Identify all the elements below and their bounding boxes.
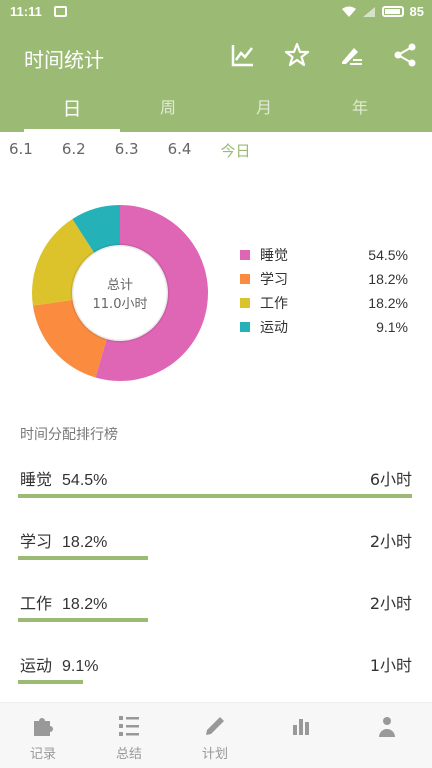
legend-label: 学习	[260, 272, 288, 288]
legend-swatch	[240, 322, 250, 332]
ranking-name: 睡觉 54.5%	[20, 470, 108, 489]
ranking-row[interactable]: 工作 18.2% 2小时	[0, 590, 432, 652]
star-icon[interactable]	[284, 42, 310, 68]
total-label: 总计	[107, 278, 133, 293]
total-value: 11.0小时	[93, 297, 148, 312]
battery-level: 85	[409, 4, 424, 19]
legend-swatch	[240, 250, 250, 260]
ranking-row[interactable]: 学习 18.2% 2小时	[0, 528, 432, 590]
status-bar: 11:11 85	[0, 0, 432, 24]
trend-icon[interactable]	[230, 42, 256, 68]
legend-item: 运动 9.1%	[240, 315, 408, 339]
date-item[interactable]: 6.4	[167, 140, 192, 158]
time-distribution-chart: 总计 11.0小时 睡觉 54.5% 学习 18.2% 工作 18.2% 运动 9.1%	[0, 195, 432, 390]
ranking-duration: 6小时	[369, 470, 412, 489]
nav-summary[interactable]: 总结	[86, 703, 172, 768]
ranking-title: 时间分配排行榜	[20, 427, 118, 443]
date-item[interactable]: 6.3	[114, 140, 139, 158]
nav-label: 记录	[29, 747, 56, 762]
period-tabs: 日 周 月 年	[0, 94, 432, 132]
share-icon[interactable]	[392, 42, 418, 68]
ranking-row[interactable]: 睡觉 54.5% 6小时	[0, 466, 432, 528]
tab-week[interactable]: 周	[159, 98, 176, 117]
battery-icon	[381, 6, 404, 17]
legend-value: 18.2%	[368, 295, 408, 311]
legend-swatch	[240, 274, 250, 284]
tab-year[interactable]: 年	[351, 98, 368, 117]
legend-value: 54.5%	[368, 247, 408, 263]
nav-record[interactable]: 记录	[0, 703, 86, 768]
date-item-today[interactable]: 今日	[220, 142, 251, 160]
legend-item: 学习 18.2%	[240, 267, 408, 291]
date-item[interactable]: 6.2	[61, 140, 86, 158]
tab-month[interactable]: 月	[255, 98, 272, 117]
legend-item: 工作 18.2%	[240, 291, 408, 315]
donut-chart: 总计 11.0小时	[32, 205, 208, 381]
ranking-duration: 2小时	[369, 594, 412, 613]
legend-label: 工作	[260, 296, 288, 312]
ranking-row[interactable]: 运动 9.1% 1小时	[0, 652, 432, 714]
chart-legend: 睡觉 54.5% 学习 18.2% 工作 18.2% 运动 9.1%	[240, 243, 408, 339]
legend-swatch	[240, 298, 250, 308]
date-item[interactable]: 6.1	[9, 140, 33, 158]
status-time: 11:11	[10, 4, 42, 19]
ranking-duration: 1小时	[369, 656, 412, 675]
list-icon	[119, 716, 139, 736]
nav-more[interactable]	[344, 703, 430, 768]
ranking-bar	[18, 556, 148, 560]
nav-label: 总结	[115, 747, 142, 762]
more-icon	[379, 717, 395, 737]
ranking-bar	[18, 618, 148, 622]
legend-item: 睡觉 54.5%	[240, 243, 408, 267]
legend-label: 运动	[260, 320, 288, 336]
ranking-bar	[18, 494, 412, 498]
nav-label: 计划	[201, 747, 228, 762]
puzzle-icon	[34, 718, 53, 736]
bottom-navigation: 记录 总结 计划	[0, 702, 432, 768]
image-notification-icon	[54, 6, 67, 17]
date-selector: 6.1 6.2 6.3 6.4 今日	[0, 140, 270, 166]
stats-icon	[293, 719, 309, 735]
app-bar: 时间统计 日 周 月 年	[0, 24, 432, 132]
edit-icon[interactable]	[338, 42, 364, 68]
nav-plan[interactable]: 计划	[172, 703, 258, 768]
ranking-duration: 2小时	[369, 532, 412, 551]
legend-label: 睡觉	[260, 248, 288, 264]
signal-icon	[362, 6, 375, 17]
ranking-name: 运动 9.1%	[20, 656, 99, 675]
tab-day[interactable]: 日	[24, 94, 120, 132]
legend-value: 9.1%	[376, 319, 408, 335]
page-title: 时间统计	[24, 48, 104, 72]
pencil-icon	[206, 717, 224, 735]
ranking-bar	[18, 680, 83, 684]
nav-stats[interactable]	[258, 703, 344, 768]
legend-value: 18.2%	[368, 271, 408, 287]
wifi-icon	[341, 6, 356, 17]
ranking-name: 学习 18.2%	[20, 532, 108, 551]
ranking-name: 工作 18.2%	[20, 594, 108, 613]
